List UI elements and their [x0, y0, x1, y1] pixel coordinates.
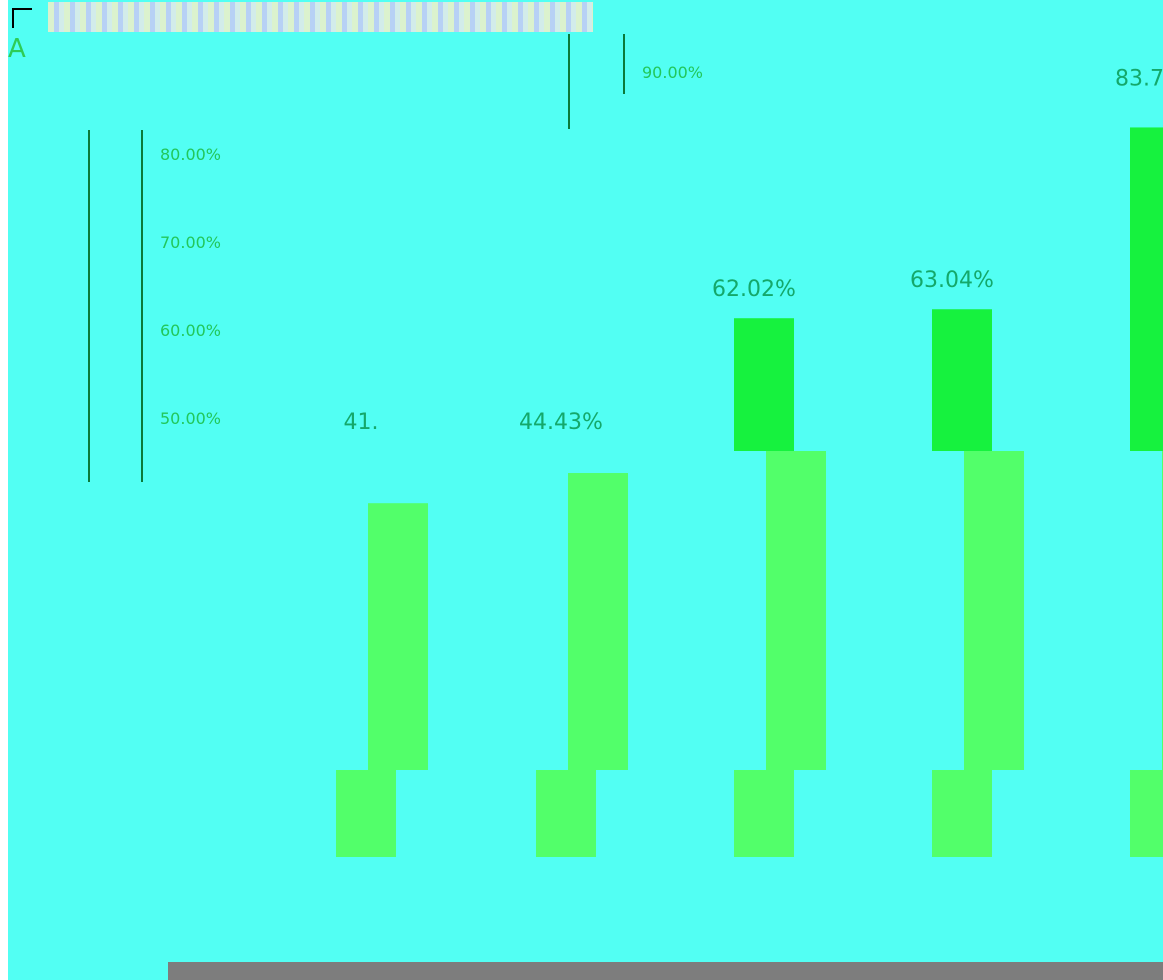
axis-line [141, 130, 143, 482]
pane-divider-secondary[interactable] [623, 34, 625, 94]
bar-value-label: 83.7% [1115, 66, 1163, 91]
bar-chart: 90.00% 80.00% 70.00% 60.00% 50.00% 41. 44.43% 6… [160, 63, 1163, 857]
bar-base[interactable] [932, 770, 992, 857]
y-tick-label: 70.00% [160, 233, 221, 252]
bar-value-label: 41. [344, 410, 379, 435]
y-tick-label: 80.00% [160, 145, 221, 164]
bar-base[interactable] [536, 770, 596, 857]
bar-base[interactable] [734, 770, 794, 857]
bar-base[interactable] [1130, 770, 1163, 857]
toolbar-strip [48, 2, 593, 32]
toolbar [8, 0, 1163, 34]
bar-lower-segment[interactable] [568, 473, 628, 770]
horizontal-scrollbar[interactable] [168, 962, 1163, 980]
window-corner-icon [12, 8, 32, 28]
pane-divider[interactable] [568, 34, 570, 129]
bar[interactable] [1130, 127, 1163, 451]
bar-value-label: 63.04% [910, 268, 994, 293]
y-tick-label: 90.00% [642, 63, 703, 82]
bar-lower-segment[interactable] [964, 451, 1024, 770]
bar-base[interactable] [336, 770, 396, 857]
app-letter: A [8, 34, 26, 64]
bar-lower-segment[interactable] [766, 451, 826, 770]
bar-value-label: 62.02% [712, 277, 796, 302]
chart-window: A 90.00% 80.00% 70.00% 60.00% 50.00% 41. 44.43… [8, 0, 1163, 980]
bar-value-label: 44.43% [519, 410, 603, 435]
bar[interactable] [932, 309, 992, 451]
axis-line [88, 130, 90, 482]
bar[interactable] [734, 318, 794, 451]
y-tick-label: 60.00% [160, 321, 221, 340]
y-tick-label: 50.00% [160, 409, 221, 428]
bar-lower-segment[interactable] [368, 503, 428, 770]
